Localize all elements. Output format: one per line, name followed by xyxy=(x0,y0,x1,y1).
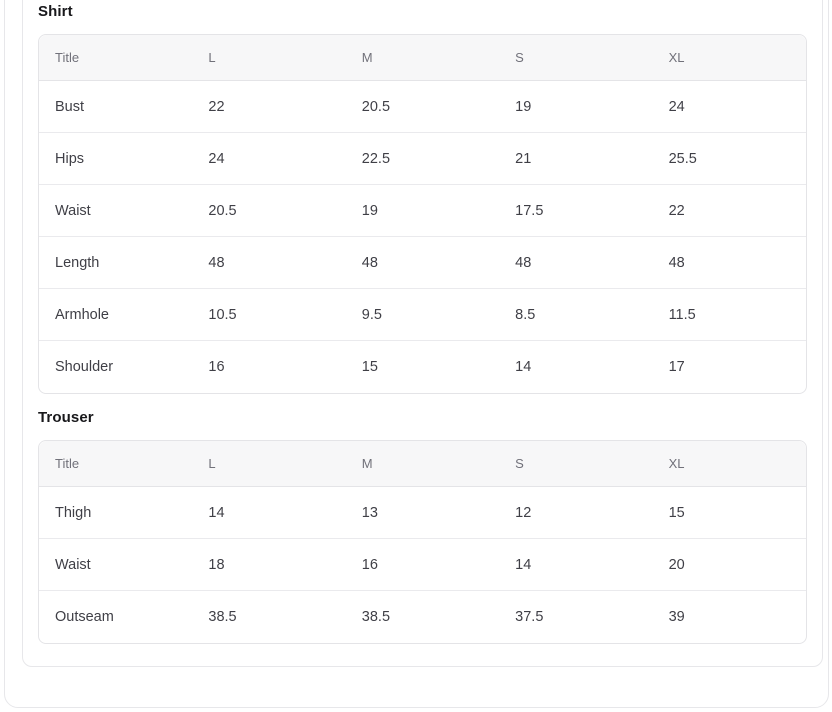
size-value-cell: 24 xyxy=(192,133,346,185)
size-value-cell: 25.5 xyxy=(652,133,806,185)
shirt-size-table: Title L M S XL Bust 22 20.5 19 24 xyxy=(38,34,807,394)
section-title-trouser: Trouser xyxy=(38,409,94,426)
size-value-cell: 15 xyxy=(652,487,806,539)
column-header-l: L xyxy=(192,35,346,81)
column-header-title: Title xyxy=(39,35,193,81)
size-value-cell: 13 xyxy=(345,487,500,539)
table-row: Shoulder 16 15 14 17 xyxy=(39,341,806,393)
size-value-cell: 15 xyxy=(345,341,500,393)
size-value-cell: 16 xyxy=(345,539,500,591)
header-row: Title L M S XL xyxy=(39,441,806,487)
row-title-cell: Outseam xyxy=(39,591,193,643)
row-title-cell: Length xyxy=(39,237,193,289)
size-value-cell: 19 xyxy=(345,185,500,237)
table-header: Title L M S XL xyxy=(39,35,806,81)
size-value-cell: 22 xyxy=(192,81,346,133)
row-title-cell: Bust xyxy=(39,81,193,133)
table-row: Armhole 10.5 9.5 8.5 11.5 xyxy=(39,289,806,341)
size-value-cell: 22 xyxy=(652,185,806,237)
table-row: Length 48 48 48 48 xyxy=(39,237,806,289)
row-title-cell: Thigh xyxy=(39,487,193,539)
column-header-m: M xyxy=(345,35,500,81)
column-header-l: L xyxy=(192,441,346,487)
column-header-s: S xyxy=(499,441,653,487)
table-row: Waist 20.5 19 17.5 22 xyxy=(39,185,806,237)
size-value-cell: 48 xyxy=(499,237,653,289)
row-title-cell: Shoulder xyxy=(39,341,193,393)
table-row: Outseam 38.5 38.5 37.5 39 xyxy=(39,591,806,643)
size-value-cell: 38.5 xyxy=(192,591,346,643)
section-title-shirt: Shirt xyxy=(38,3,73,20)
size-value-cell: 14 xyxy=(499,341,653,393)
size-value-cell: 22.5 xyxy=(345,133,500,185)
size-value-cell: 21 xyxy=(499,133,653,185)
size-value-cell: 14 xyxy=(499,539,653,591)
size-value-cell: 10.5 xyxy=(192,289,346,341)
row-title-cell: Hips xyxy=(39,133,193,185)
table-row: Bust 22 20.5 19 24 xyxy=(39,81,806,133)
table-header: Title L M S XL xyxy=(39,441,806,487)
size-value-cell: 14 xyxy=(192,487,346,539)
size-value-cell: 12 xyxy=(499,487,653,539)
row-title-cell: Waist xyxy=(39,185,193,237)
trouser-size-table: Title L M S XL Thigh 14 13 12 15 xyxy=(38,440,807,644)
column-header-xl: XL xyxy=(652,35,806,81)
size-chart-panel: Shirt Title L M S XL Bust 22 xyxy=(22,0,823,667)
column-header-s: S xyxy=(499,35,653,81)
size-value-cell: 38.5 xyxy=(345,591,500,643)
size-value-cell: 17.5 xyxy=(499,185,653,237)
size-value-cell: 20 xyxy=(652,539,806,591)
row-title-cell: Armhole xyxy=(39,289,193,341)
size-value-cell: 18 xyxy=(192,539,346,591)
table-row: Waist 18 16 14 20 xyxy=(39,539,806,591)
page-card: Shirt Title L M S XL Bust 22 xyxy=(4,0,829,708)
size-value-cell: 9.5 xyxy=(345,289,500,341)
size-value-cell: 37.5 xyxy=(499,591,653,643)
size-value-cell: 20.5 xyxy=(345,81,500,133)
table-row: Thigh 14 13 12 15 xyxy=(39,487,806,539)
size-value-cell: 48 xyxy=(192,237,346,289)
shirt-section: Shirt Title L M S XL Bust 22 xyxy=(38,4,807,394)
size-value-cell: 19 xyxy=(499,81,653,133)
size-value-cell: 17 xyxy=(652,341,806,393)
size-value-cell: 20.5 xyxy=(192,185,346,237)
size-value-cell: 11.5 xyxy=(652,289,806,341)
size-value-cell: 16 xyxy=(192,341,346,393)
size-value-cell: 48 xyxy=(652,237,806,289)
column-header-xl: XL xyxy=(652,441,806,487)
size-value-cell: 8.5 xyxy=(499,289,653,341)
size-value-cell: 24 xyxy=(652,81,806,133)
size-value-cell: 48 xyxy=(345,237,500,289)
column-header-title: Title xyxy=(39,441,193,487)
size-value-cell: 39 xyxy=(652,591,806,643)
column-header-m: M xyxy=(345,441,500,487)
row-title-cell: Waist xyxy=(39,539,193,591)
table-row: Hips 24 22.5 21 25.5 xyxy=(39,133,806,185)
trouser-section: Trouser Title L M S XL Thigh 14 xyxy=(38,410,807,644)
header-row: Title L M S XL xyxy=(39,35,806,81)
